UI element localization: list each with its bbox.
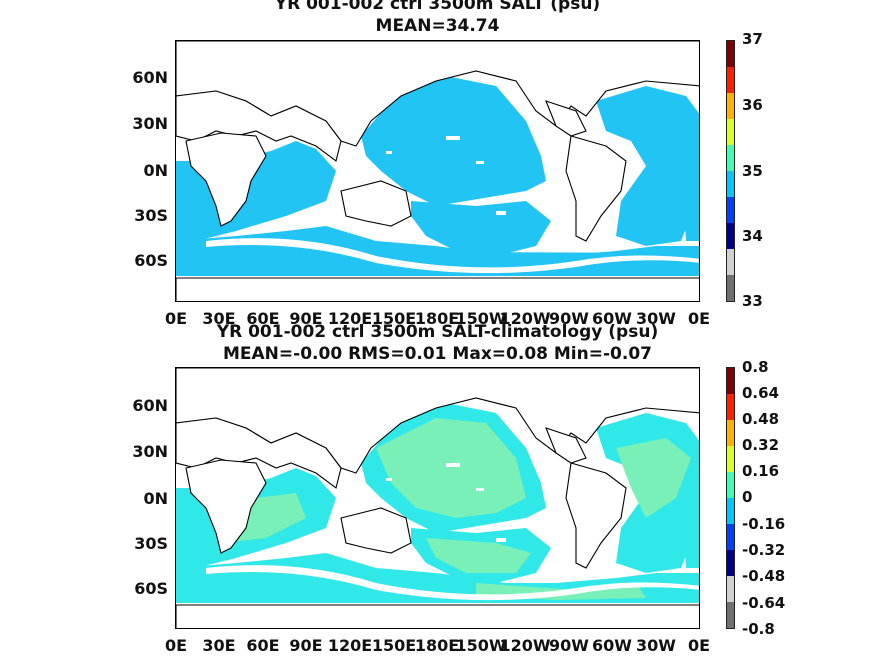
top-ocean-gaps xyxy=(206,136,699,274)
top-lat-tick: 60N xyxy=(132,68,168,87)
bottom-lat-tick: 60S xyxy=(134,579,168,598)
top-continents xyxy=(176,41,699,301)
top-lon-tick: 90E xyxy=(289,309,323,328)
top-lon-tick: 30W xyxy=(636,309,676,328)
top-colorbar-tick: 37 xyxy=(742,30,763,48)
top-lon-tick: 120W xyxy=(499,309,551,328)
top-lat-tick: 30S xyxy=(134,206,168,225)
bottom-lon-tick: 90W xyxy=(549,636,589,655)
bottom-ocean-gaps xyxy=(206,463,699,601)
top-lon-tick: 60W xyxy=(592,309,632,328)
bottom-colorbar-tick: 0.32 xyxy=(742,436,780,454)
bottom-colorbar-tick: -0.64 xyxy=(742,594,786,612)
bottom-lon-tick: 120E xyxy=(327,636,373,655)
bottom-colorbar-tick: 0.48 xyxy=(742,410,780,428)
top-colorbar-tick: 33 xyxy=(742,292,763,310)
bottom-colorbar-tick: -0.8 xyxy=(742,620,775,638)
top-lat-tick: 60S xyxy=(134,251,168,270)
bottom-colorbar-tick: 0.64 xyxy=(742,384,780,402)
top-lon-tick: 0E xyxy=(687,309,711,328)
bottom-lon-tick: 150E xyxy=(371,636,417,655)
bottom-lon-tick: 60E xyxy=(246,636,280,655)
top-lon-tick: 150W xyxy=(455,309,507,328)
top-lon-tick: 150E xyxy=(371,309,417,328)
bottom-lon-tick: 180E xyxy=(414,636,460,655)
top-colorbar xyxy=(726,40,735,302)
bottom-colorbar-tick: 0.8 xyxy=(742,358,769,376)
top-lon-tick: 120E xyxy=(327,309,373,328)
bottom-lon-tick: 150W xyxy=(455,636,507,655)
bottom-lon-tick: 120W xyxy=(499,636,551,655)
bottom-colorbar-tick: -0.16 xyxy=(742,515,786,533)
bottom-colorbar-tick: -0.48 xyxy=(742,567,786,585)
bottom-colorbar-tick: -0.32 xyxy=(742,541,786,559)
top-lon-tick: 60E xyxy=(246,309,280,328)
top-lon-tick: 90W xyxy=(549,309,589,328)
bottom-colorbar xyxy=(726,367,735,629)
bottom-lat-tick: 30S xyxy=(134,534,168,553)
bottom-colorbar-tick: 0.16 xyxy=(742,462,780,480)
top-lon-tick: 30E xyxy=(202,309,236,328)
bottom-map-stats: MEAN=-0.00 RMS=0.01 Max=0.08 Min=-0.07 xyxy=(223,344,652,364)
bottom-lon-tick: 0E xyxy=(687,636,711,655)
bottom-lon-tick: 30W xyxy=(636,636,676,655)
bottom-lat-tick: 60N xyxy=(132,396,168,415)
bottom-lon-tick: 0E xyxy=(164,636,188,655)
bottom-anomaly-map xyxy=(175,367,700,629)
top-lat-tick: 30N xyxy=(132,114,168,133)
bottom-lon-tick: 60W xyxy=(592,636,632,655)
top-map-mean: MEAN=34.74 xyxy=(375,16,500,36)
top-colorbar-tick: 35 xyxy=(742,162,763,180)
top-lon-tick: 0E xyxy=(164,309,188,328)
bottom-lat-tick: 30N xyxy=(132,442,168,461)
top-salinity-map xyxy=(175,40,700,302)
bottom-lon-tick: 90E xyxy=(289,636,323,655)
bottom-colorbar-tick: 0 xyxy=(742,488,753,506)
top-lat-tick: 0N xyxy=(143,161,168,180)
bottom-lat-tick: 0N xyxy=(143,489,168,508)
bottom-map-title: YR 001-002 ctrl 3500m SALT-climatology (… xyxy=(216,322,659,342)
bottom-lon-tick: 30E xyxy=(202,636,236,655)
top-colorbar-tick: 36 xyxy=(742,96,763,114)
top-colorbar-tick: 34 xyxy=(742,227,763,245)
top-lon-tick: 180E xyxy=(414,309,460,328)
bottom-continents xyxy=(176,368,699,628)
top-map-title: YR 001-002 ctrl 3500m SALT (psu) xyxy=(274,0,601,14)
